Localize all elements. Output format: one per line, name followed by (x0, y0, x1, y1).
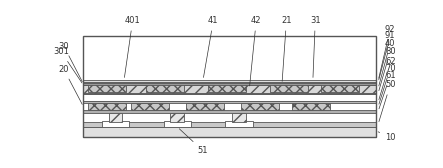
Bar (322, 84, 359, 92)
Bar (208, 84, 246, 92)
Text: 10: 10 (378, 132, 396, 142)
Bar (225, 121, 253, 127)
Text: 41: 41 (203, 16, 218, 77)
Text: 70: 70 (379, 64, 396, 104)
Bar (88, 84, 126, 92)
Bar (83, 110, 377, 113)
Bar (171, 113, 184, 122)
Bar (88, 103, 126, 110)
Bar (186, 103, 224, 110)
Bar (83, 93, 377, 94)
Bar (83, 83, 377, 85)
Bar (163, 121, 191, 127)
Text: 51: 51 (179, 129, 208, 155)
Bar (109, 113, 122, 122)
Text: 21: 21 (281, 16, 291, 81)
Bar (83, 36, 377, 137)
Text: 91: 91 (379, 31, 396, 80)
Bar (83, 122, 377, 127)
Bar (131, 103, 169, 110)
Text: 62: 62 (379, 57, 396, 100)
Bar (83, 127, 377, 137)
Bar (146, 84, 184, 92)
Bar (102, 121, 129, 127)
Bar (241, 103, 279, 110)
Bar (83, 94, 377, 101)
Bar (270, 84, 308, 92)
Bar (83, 80, 377, 82)
Text: 301: 301 (53, 47, 82, 83)
Text: 80: 80 (379, 47, 396, 91)
Bar (83, 101, 377, 103)
Bar (83, 82, 377, 83)
Text: 20: 20 (58, 65, 82, 104)
Bar (232, 113, 246, 122)
Text: 40: 40 (379, 39, 396, 86)
Text: 30: 30 (58, 41, 82, 82)
Text: 42: 42 (250, 16, 261, 86)
Text: 92: 92 (379, 25, 396, 78)
Text: 31: 31 (310, 16, 321, 77)
Text: 401: 401 (124, 16, 140, 77)
Bar (83, 85, 377, 93)
Text: 61: 61 (379, 71, 396, 109)
Bar (292, 103, 330, 110)
Text: 50: 50 (379, 80, 396, 122)
